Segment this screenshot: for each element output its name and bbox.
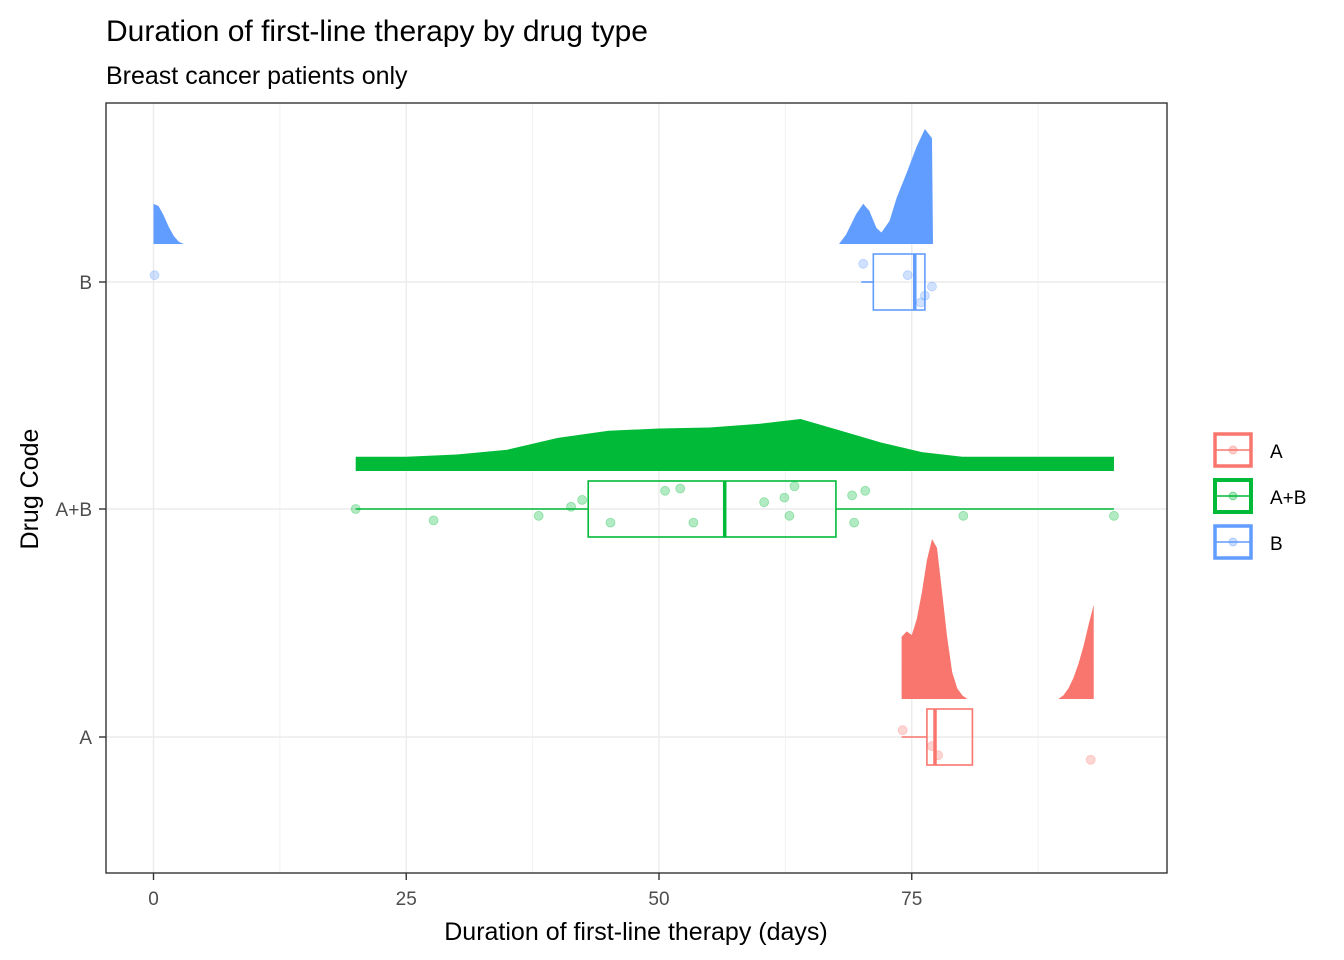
legend-key-point	[1228, 537, 1238, 547]
data-point	[933, 750, 943, 761]
x-tick-label: 75	[901, 889, 922, 910]
legend-label: B	[1270, 534, 1283, 555]
legend-item: A+B	[1213, 478, 1306, 514]
density-B	[838, 129, 933, 244]
data-point	[577, 494, 588, 505]
data-point	[858, 258, 869, 269]
y-tick-label: B	[79, 273, 92, 294]
legend-label: A	[1270, 442, 1283, 463]
x-tick-label: 25	[396, 889, 417, 910]
data-point	[958, 510, 969, 521]
data-point	[779, 492, 790, 503]
legend-item: B	[1213, 524, 1283, 560]
data-point	[849, 517, 860, 528]
x-tick-label: 50	[648, 889, 669, 910]
legend: A A+B B	[1213, 432, 1306, 560]
density-B	[153, 203, 184, 244]
data-point	[759, 497, 770, 508]
data-point	[660, 485, 670, 496]
density-A	[901, 539, 968, 699]
data-point	[566, 501, 576, 512]
density-A+B	[355, 419, 1114, 471]
data-point	[915, 297, 926, 308]
y-tick-label: A+B	[56, 500, 92, 521]
data-point	[1109, 510, 1119, 521]
data-point	[897, 725, 908, 736]
box	[587, 480, 837, 538]
chart-subtitle: Breast cancer patients only	[106, 62, 408, 90]
legend-item: A	[1213, 432, 1283, 468]
data-point	[350, 504, 361, 514]
data-point	[847, 490, 858, 501]
plot-panel: 0 25 50 75 A A+B B	[56, 102, 1168, 910]
box	[872, 253, 926, 311]
legend-key-point	[1228, 445, 1238, 455]
data-point	[675, 483, 686, 494]
plot-background	[106, 103, 1167, 873]
data-point	[533, 510, 544, 521]
data-point	[789, 481, 800, 492]
data-point	[927, 741, 937, 751]
legend-label: A+B	[1270, 488, 1306, 509]
box	[926, 708, 974, 766]
chart-title: Duration of first-line therapy by drug t…	[106, 15, 648, 48]
data-point	[605, 517, 616, 528]
data-point	[1085, 754, 1096, 765]
data-point	[919, 290, 930, 301]
y-axis-title: Drug Code	[16, 429, 44, 550]
data-point	[688, 517, 699, 528]
plot-border	[105, 102, 1168, 874]
density-A	[1058, 604, 1094, 699]
legend-key-point	[1228, 491, 1238, 501]
data-point	[149, 270, 160, 281]
data-point	[927, 281, 937, 292]
data-point	[902, 270, 913, 281]
series-aplusb	[350, 419, 1119, 538]
x-axis-title: Duration of first-line therapy (days)	[444, 918, 827, 946]
series-b	[149, 129, 937, 311]
y-tick-label: A	[79, 728, 92, 749]
x-tick-label: 0	[148, 889, 159, 910]
data-point	[784, 510, 795, 521]
data-point	[860, 485, 871, 496]
data-point	[428, 515, 439, 526]
series-a	[897, 539, 1096, 766]
